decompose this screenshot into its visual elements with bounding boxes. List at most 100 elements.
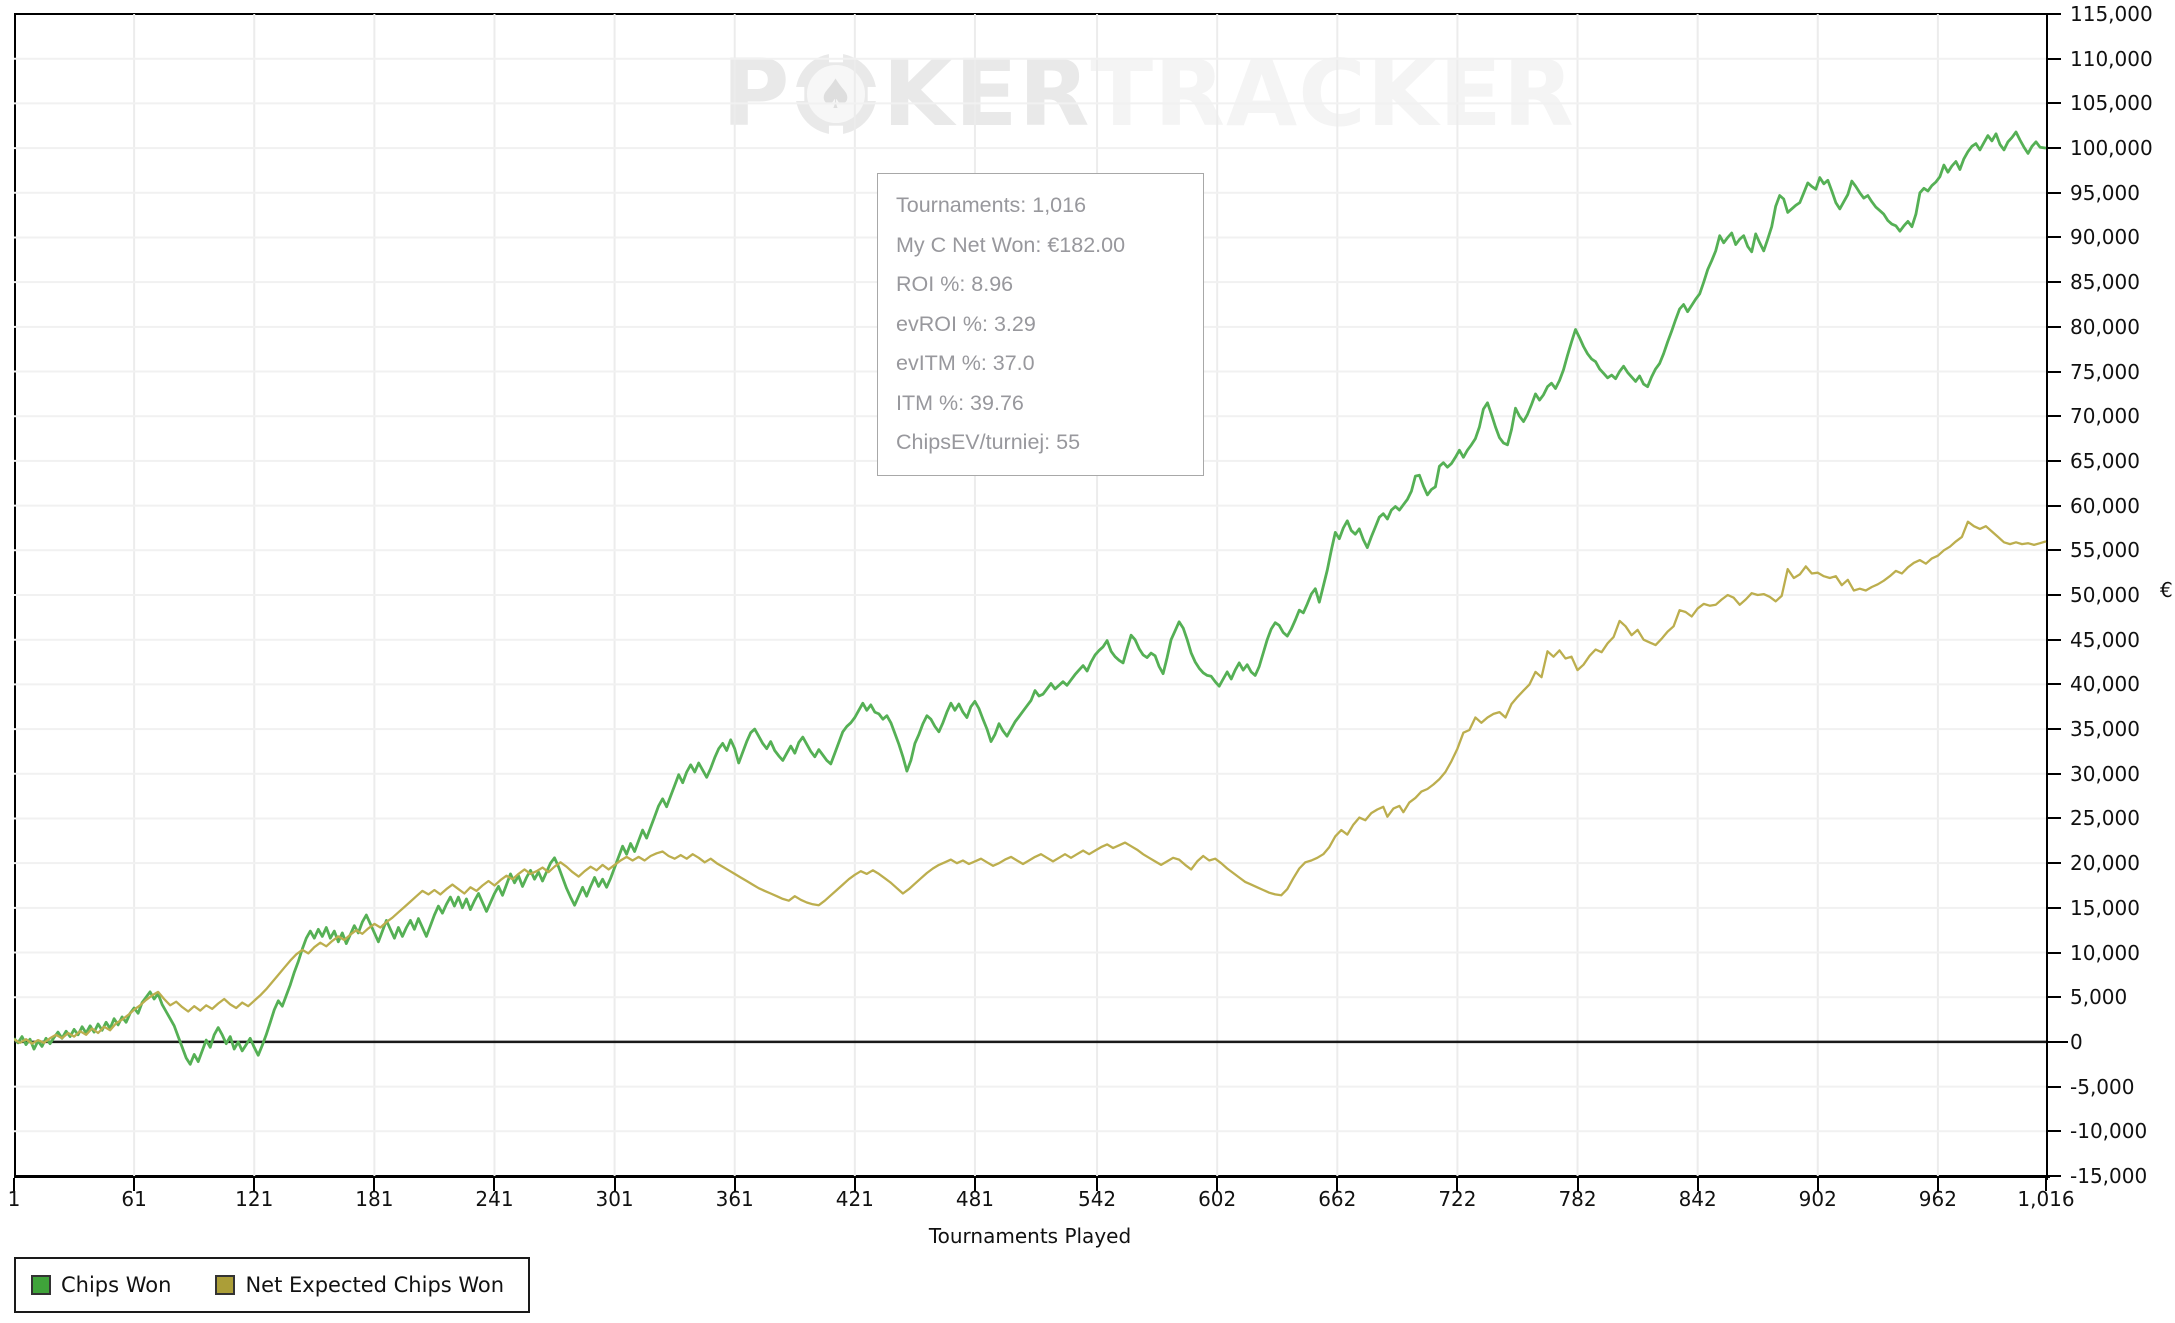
- y-tick-label: 25,000: [2070, 806, 2140, 831]
- series-line-net-expected-chips-won: [14, 520, 2047, 1045]
- y-tick: [2048, 236, 2061, 239]
- chart-plot-area[interactable]: [14, 14, 2047, 1177]
- y-tick: [2048, 504, 2061, 507]
- x-tick-label: 241: [475, 1187, 514, 1211]
- y-tick: [2048, 996, 2061, 999]
- x-tick-label: 782: [1558, 1187, 1597, 1211]
- y-tick-label: -5,000: [2070, 1074, 2135, 1099]
- y-tick: [2048, 638, 2061, 641]
- y-tick-label: 75,000: [2070, 359, 2140, 384]
- y-tick-label: 95,000: [2070, 180, 2140, 205]
- y-tick-label: 15,000: [2070, 895, 2140, 920]
- y-tick-label: 110,000: [2070, 46, 2153, 71]
- y-tick: [2048, 415, 2061, 418]
- x-tick-label: 1: [7, 1187, 21, 1211]
- tooltip-line: Tournaments: 1,016: [896, 193, 1087, 217]
- y-tick-label: 105,000: [2070, 91, 2153, 116]
- watermark-text-ker: KER: [882, 40, 1091, 147]
- y-tick: [2048, 862, 2061, 865]
- x-tick: [1216, 1178, 1219, 1191]
- y-tick: [2048, 325, 2061, 328]
- y-tick-label: 30,000: [2070, 761, 2140, 786]
- y-tick-label: 20,000: [2070, 851, 2140, 876]
- y-tick-label: 55,000: [2070, 538, 2140, 563]
- y-tick-label: 0: [2070, 1029, 2083, 1054]
- y-tick: [2048, 728, 2061, 731]
- stats-tooltip: Tournaments: 1,016 My C Net Won: €182.00 R…: [877, 173, 1204, 476]
- watermark-text-tracker: TRACKER: [1090, 40, 1575, 147]
- y-axis-currency-label: €: [2160, 578, 2173, 602]
- y-tick: [2048, 281, 2061, 284]
- x-tick: [373, 1178, 376, 1191]
- tooltip-line: ROI %: 8.96: [896, 272, 1014, 296]
- y-tick: [2048, 102, 2061, 105]
- y-tick: [2048, 191, 2061, 194]
- y-tick-label: 70,000: [2070, 404, 2140, 429]
- y-tick-label: 35,000: [2070, 717, 2140, 742]
- x-axis-title: Tournaments Played: [928, 1224, 1132, 1248]
- y-tick: [2048, 1085, 2061, 1088]
- x-tick: [1096, 1178, 1099, 1191]
- y-tick-label: 115,000: [2070, 2, 2153, 26]
- x-tick-label: 542: [1077, 1187, 1117, 1211]
- y-tick: [2048, 370, 2061, 373]
- x-tick: [613, 1178, 616, 1191]
- y-tick: [2048, 1130, 2061, 1133]
- x-tick-label: 722: [1438, 1187, 1477, 1211]
- tooltip-line: ChipsEV/turniej: 55: [896, 430, 1081, 454]
- x-tick: [493, 1178, 496, 1191]
- y-tick: [2048, 772, 2061, 775]
- legend-item-net-expected: Net Expected Chips Won: [215, 1273, 504, 1297]
- x-tick-label: 662: [1318, 1187, 1357, 1211]
- x-tick: [853, 1178, 856, 1191]
- x-tick-label: 121: [235, 1187, 274, 1211]
- x-tick: [253, 1178, 256, 1191]
- x-tick-label: 902: [1798, 1187, 1837, 1211]
- x-tick: [1936, 1178, 1939, 1191]
- y-tick: [2048, 594, 2061, 596]
- tooltip-line: My C Net Won: €182.00: [896, 232, 1126, 257]
- x-tick: [133, 1178, 136, 1191]
- x-tick-label: 962: [1918, 1187, 1957, 1211]
- x-tick-label: 301: [595, 1187, 634, 1211]
- plot-border-top: [14, 13, 2048, 15]
- y-tick: [2048, 1175, 2061, 1177]
- legend-label-net-expected: Net Expected Chips Won: [245, 1273, 505, 1297]
- x-tick: [1696, 1178, 1699, 1191]
- y-tick-label: 50,000: [2070, 583, 2140, 607]
- legend: Chips Won Net Expected Chips Won: [14, 1257, 530, 1313]
- poker-chip-icon: ♠: [792, 50, 881, 138]
- y-tick-label: 10,000: [2070, 940, 2140, 965]
- x-tick-label: 361: [715, 1187, 754, 1211]
- net-expected-swatch: [215, 1275, 236, 1295]
- tooltip-line: evROI %: 3.29: [896, 311, 1036, 336]
- y-tick-label: 45,000: [2070, 627, 2140, 652]
- watermark-text-p: P: [722, 40, 791, 147]
- spade-glyph: ♠: [818, 70, 855, 118]
- y-tick-label: 60,000: [2070, 493, 2140, 518]
- x-tick-label: 481: [955, 1187, 995, 1211]
- x-tick-label: 61: [121, 1187, 147, 1211]
- x-tick-label: 842: [1678, 1187, 1717, 1211]
- chips-won-swatch: [31, 1275, 51, 1295]
- y-tick-label: 40,000: [2070, 672, 2140, 697]
- y-tick-label: 80,000: [2070, 314, 2140, 339]
- y-tick: [2048, 57, 2061, 60]
- x-tick-label: 602: [1198, 1187, 1237, 1211]
- y-tick-label: 85,000: [2070, 270, 2140, 295]
- series-line-chips-won: [14, 130, 2047, 1066]
- legend-item-chips-won: Chips Won: [31, 1273, 171, 1297]
- x-tick-label: 1,016: [2017, 1187, 2075, 1211]
- x-tick-label: 181: [355, 1187, 394, 1211]
- tooltip-line: ITM %: 39.76: [896, 390, 1024, 415]
- x-tick: [1456, 1178, 1459, 1191]
- y-tick-label: 5,000: [2070, 985, 2128, 1010]
- y-tick: [2048, 147, 2061, 150]
- y-tick-label: 100,000: [2070, 136, 2153, 161]
- y-axis-line: [2046, 13, 2048, 1180]
- y-tick: [2048, 549, 2061, 552]
- pokertracker-watermark: P ♠ KER TRACKER: [722, 48, 1575, 140]
- y-tick: [2048, 683, 2061, 686]
- x-tick: [733, 1178, 736, 1191]
